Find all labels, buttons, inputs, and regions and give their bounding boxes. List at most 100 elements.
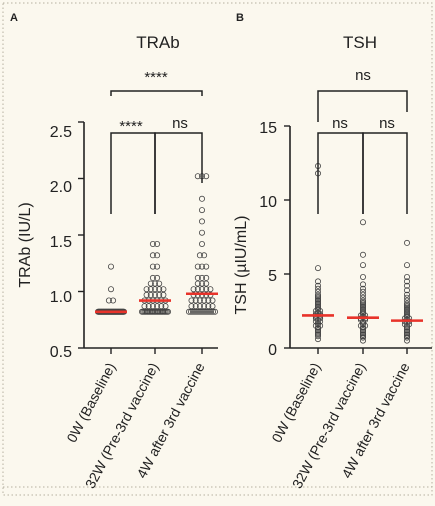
panel-a-point [143, 286, 150, 293]
panel-a-point [198, 207, 205, 214]
panel-a-point [149, 263, 156, 270]
panel-a-point [189, 308, 196, 315]
panel-a-point [205, 308, 212, 315]
panel-b-point [359, 285, 366, 292]
panel-b-point [314, 278, 321, 285]
panel-a-point [203, 308, 210, 315]
panel-a-point [196, 297, 203, 304]
panel-a-point [108, 263, 115, 270]
panel-a-point [196, 303, 203, 310]
panel-a-bracket-0 [110, 132, 156, 214]
panel-b-point [403, 239, 410, 246]
panel-b-point [359, 262, 366, 269]
panel-b-point [314, 302, 321, 309]
panel-a-point [198, 280, 205, 287]
panel-b-point [403, 278, 410, 285]
panel-b-sig-label-0: ns [332, 115, 348, 132]
panel-b-point [359, 291, 366, 298]
panel-a-title: TRAb [136, 33, 179, 52]
panel-a-point [162, 303, 169, 310]
panel-b-point [403, 297, 410, 304]
panel-b-point [359, 281, 366, 288]
panel-a-point [149, 252, 156, 259]
panel-a-point [194, 263, 201, 270]
panel-a-point [188, 297, 195, 304]
panel-b-letter: B [236, 12, 244, 24]
panel-b-point [314, 296, 321, 303]
panel-a-point [190, 286, 197, 293]
panel-a-point [205, 297, 212, 304]
panel-b-point [359, 306, 366, 313]
panel-a-point [154, 240, 161, 247]
panel-a-point [149, 274, 156, 281]
panel-a-point [151, 286, 158, 293]
panel-b-point [403, 273, 410, 280]
panel-a-point [141, 303, 148, 310]
panel-a-sig-label-0: **** [119, 118, 143, 135]
panel-a-point [185, 308, 192, 315]
panel-a-sig-label-2: **** [144, 69, 168, 86]
panel-a-point [156, 286, 163, 293]
panel-b-point [314, 294, 321, 301]
panel-b-point [359, 219, 366, 226]
panel-b-point [314, 325, 321, 332]
panel-a-point [164, 308, 171, 315]
panel-a-point [207, 286, 214, 293]
panel-a-point [154, 263, 161, 270]
panel-b-point [359, 273, 366, 280]
panel-b-point [314, 306, 321, 313]
panel-a-y-tick-1: 1.0 [50, 289, 72, 306]
panel-a-point [203, 173, 210, 180]
panel-b-point [359, 331, 366, 338]
panel-a-point [188, 303, 195, 310]
panel-a-point [187, 308, 194, 315]
panel-b-point [314, 331, 321, 338]
panel-a-point [198, 274, 205, 281]
panel-b-point [403, 307, 410, 314]
panel-b-y-tick-1: 5 [268, 268, 277, 285]
panel-a-point [194, 286, 201, 293]
panel-b-bracket-2 [317, 90, 408, 122]
panel-a-point [201, 297, 208, 304]
panel-a-point [154, 274, 161, 281]
panel-b-point [403, 302, 410, 309]
panel-a-point [156, 291, 163, 298]
panel-b-point [403, 330, 410, 337]
panel-b-point [403, 309, 410, 316]
panel-b-point [359, 333, 366, 340]
panel-a-point [205, 303, 212, 310]
panel-a-point [160, 286, 167, 293]
panel-a-point [194, 280, 201, 287]
panel-b-point [403, 262, 410, 269]
panel-a-point [192, 303, 199, 310]
panel-a-point [194, 173, 201, 180]
panel-a-point [160, 291, 167, 298]
panel-a-point [149, 240, 156, 247]
panel-a-point [203, 263, 210, 270]
panel-a-point [147, 286, 154, 293]
panel-a-point [195, 308, 202, 315]
panel-a-letter: A [10, 12, 18, 24]
panel-a-point [151, 280, 158, 287]
panel-a-point [105, 297, 112, 304]
panel-a-point [110, 297, 117, 304]
panel-b-bracket-1 [362, 132, 408, 214]
panel-b-y-axis-label: TSH (µIU/mL) [233, 216, 250, 315]
panel-a-point [198, 229, 205, 236]
panel-b-point [314, 265, 321, 272]
panel-b-point [403, 337, 410, 344]
panel-b-point [314, 333, 321, 340]
panel-a-point [209, 297, 216, 304]
panel-a-point [145, 303, 152, 310]
panel-a-point [198, 263, 205, 270]
panel-a-point [198, 195, 205, 202]
panel-b-y-tick-3: 15 [259, 120, 277, 137]
panel-b: B TSH TSH (µIU/mL) 0 5 10 15 0W (Baselin… [233, 12, 413, 491]
panel-a-point [203, 274, 210, 281]
panel-a-point [149, 303, 156, 310]
panel-b-point [403, 333, 410, 340]
panel-a-point [192, 297, 199, 304]
panel-b-point [314, 336, 321, 343]
panel-b-point [403, 291, 410, 298]
panel-b-point [403, 328, 410, 335]
